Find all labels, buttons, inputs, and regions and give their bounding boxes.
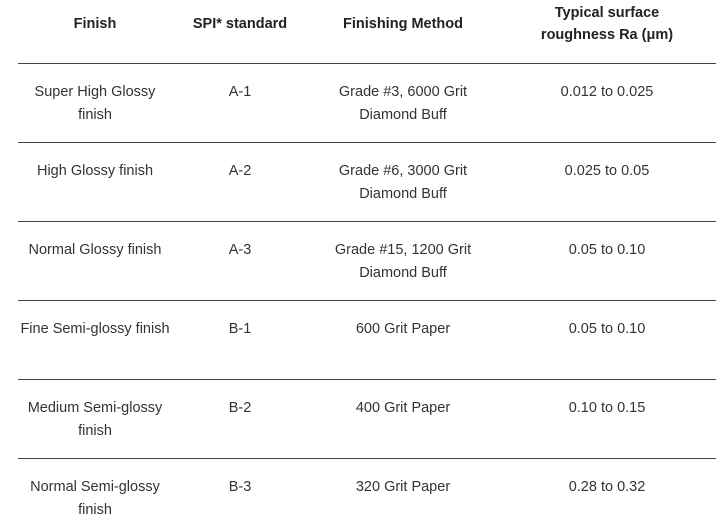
table-cell: A-3 (172, 221, 308, 301)
table-cell: 320 Grit Paper (308, 458, 498, 521)
table-body: Super High Glossy finish A-1 Grade #3, 600… (18, 63, 716, 521)
header-row: Finish SPI* standard Finishing Method Typic… (18, 0, 716, 64)
table-cell: Fine Semi-glossy finish (18, 300, 172, 380)
table-cell: Super High Glossy finish (18, 63, 172, 143)
table-cell: High Glossy finish (18, 142, 172, 222)
table-cell: 600 Grit Paper (308, 300, 498, 380)
table-row: Fine Semi-glossy finish B-1 600 Grit Paper… (18, 300, 716, 380)
table-cell: 0.025 to 0.05 (498, 142, 716, 222)
header-cell: Typical surface roughness Ra (μm) (540, 4, 674, 44)
table-cell: Grade #15, 1200 Grit Diamond Buff (308, 221, 498, 301)
table-cell: Grade #3, 6000 Grit Diamond Buff (308, 63, 498, 143)
table-cell: A-2 (172, 142, 308, 222)
table-cell: 0.28 to 0.32 (498, 458, 716, 521)
table-cell: 0.10 to 0.15 (498, 379, 716, 459)
table-cell: Medium Semi-glossy finish (18, 379, 172, 459)
header-cell: SPI* standard (192, 15, 288, 32)
finish-table: Finish SPI* standard Finishing Method Typic… (18, 0, 716, 521)
table-cell: Grade #6, 3000 Grit Diamond Buff (308, 142, 498, 222)
table-cell: 0.05 to 0.10 (498, 300, 716, 380)
table-cell: A-1 (172, 63, 308, 143)
table-cell: Normal Glossy finish (18, 221, 172, 301)
table-row: Super High Glossy finish A-1 Grade #3, 600… (18, 63, 716, 143)
table-cell: B-3 (172, 458, 308, 521)
table-cell: Normal Semi-glossy finish (18, 458, 172, 521)
table-row: Medium Semi-glossy finish B-2 400 Grit Pap… (18, 379, 716, 459)
table-cell: 400 Grit Paper (308, 379, 498, 459)
table-cell: B-1 (172, 300, 308, 380)
table-row: Normal Glossy finish A-3 Grade #15, 1200 G… (18, 221, 716, 301)
header-cell: Finishing Method (342, 15, 463, 32)
table-cell: 0.05 to 0.10 (498, 221, 716, 301)
table-cell: B-2 (172, 379, 308, 459)
table-row: Normal Semi-glossy finish B-3 320 Grit Pap… (18, 458, 716, 521)
table-row: High Glossy finish A-2 Grade #6, 3000 Grit… (18, 142, 716, 222)
table-cell: 0.012 to 0.025 (498, 63, 716, 143)
header-cell: Finish (73, 15, 117, 32)
